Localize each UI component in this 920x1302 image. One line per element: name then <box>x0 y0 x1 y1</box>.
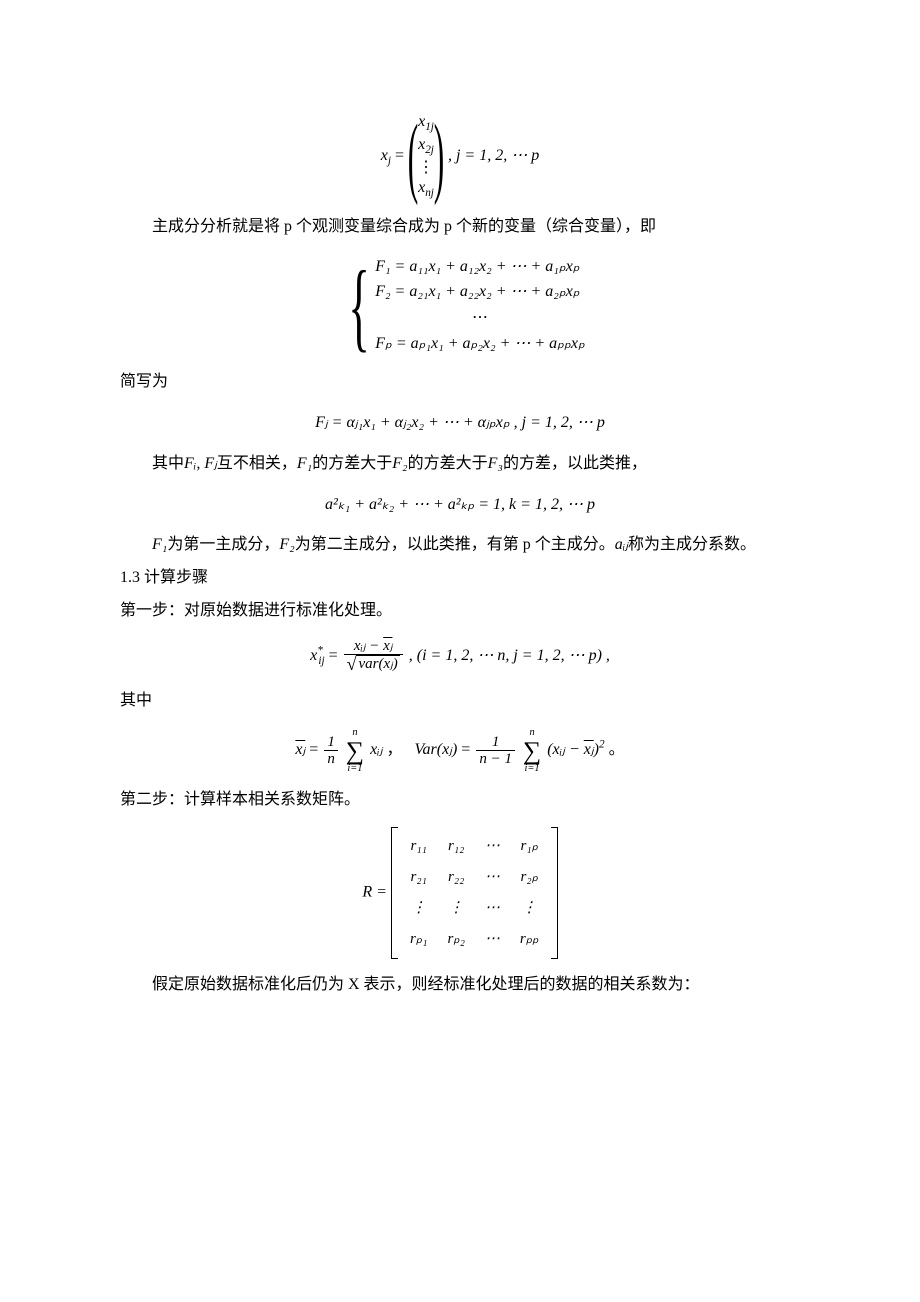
eq6-ml: xⱼ <box>295 741 305 758</box>
para-components: F₁为第一主成分，F₂为第二主成分，以此类推，有第 p 个主成分。aᵢⱼ称为主成… <box>120 531 800 560</box>
p4-e: aᵢⱼ <box>615 536 628 553</box>
eq-fj: Fⱼ = αⱼ₁x₁ + αⱼ₂x₂ + ⋯ + αⱼₚxₚ , j = 1, … <box>120 409 800 438</box>
eq6-vta: (xᵢⱼ − <box>547 741 584 758</box>
p3-fi: Fᵢ, Fⱼ <box>184 455 217 472</box>
eq-xj-vector: xj = ( x1j x2j ⋮ xnj ) , j = 1, 2, ⋯ p <box>120 112 800 201</box>
r23: ⋮ <box>510 893 549 924</box>
eq5-den: var(xⱼ) <box>356 655 399 673</box>
eq5-numa: xᵢⱼ − <box>354 638 383 654</box>
r02: ⋯ <box>475 831 510 862</box>
eq1-var: x <box>381 147 388 164</box>
eq6-vl: Var(xⱼ) <box>415 741 458 758</box>
para-intro: 主成分分析就是将 p 个观测变量综合成为 p 个新的变量（综合变量），即 <box>120 213 800 242</box>
eq2-r1: F₂ = a₂₁x₁ + a₂₂x₂ + ⋯ + a₂ₚxₚ <box>375 279 579 305</box>
eq6-msb: i=1 <box>347 764 362 774</box>
r21: ⋮ <box>437 893 474 924</box>
r22: ⋯ <box>475 893 510 924</box>
r12: ⋯ <box>475 862 510 893</box>
r00: r₁₁ <box>400 831 437 862</box>
r32: ⋯ <box>475 924 510 955</box>
r30: rₚ₁ <box>400 924 437 955</box>
eq2-r0: F₁ = a₁₁x₁ + a₁₂x₂ + ⋯ + a₁ₚxₚ <box>375 254 579 280</box>
r20: ⋮ <box>400 893 437 924</box>
eq-norm: a²ₖ₁ + a²ₖ₂ + ⋯ + a²ₖₚ = 1, k = 1, 2, ⋯ … <box>120 491 800 520</box>
section-1-3: 1.3 计算步骤 <box>120 564 800 593</box>
p3-pre: 其中 <box>152 455 184 472</box>
p3-b: 的方差大于 <box>312 455 392 472</box>
p3-d: 的方差，以此类推， <box>503 455 647 472</box>
eq7-lhs: R = <box>362 883 387 900</box>
eq2-r3: Fₚ = aₚ₁x₁ + aₚ₂x₂ + ⋯ + aₚₚxₚ <box>375 331 585 357</box>
p4-a: F₁ <box>152 536 167 553</box>
p3-f2: F₂ <box>392 455 407 472</box>
eq1-e2: ⋮ <box>418 158 434 179</box>
r03: r₁ₚ <box>510 831 549 862</box>
p4-b: 为第一主成分， <box>167 536 279 553</box>
eq6-vtb: xⱼ <box>584 741 594 758</box>
p4-c: F₂ <box>279 536 294 553</box>
eq1-s3: nj <box>425 187 434 199</box>
eq6-vd: n − 1 <box>476 750 515 768</box>
eq6-end: 。 <box>609 741 625 758</box>
eq1-s0: 1j <box>425 121 434 133</box>
eq6-ve: 2 <box>599 739 605 751</box>
corr-matrix-table: r₁₁r₁₂⋯r₁ₚ r₂₁r₂₂⋯r₂ₚ ⋮⋮⋯⋮ rₚ₁rₚ₂⋯rₚₚ <box>400 831 549 955</box>
eq1-s1: 2j <box>425 144 434 156</box>
eq2-r2: ⋯ <box>472 305 488 331</box>
para-uncorr: 其中Fᵢ, Fⱼ互不相关，F₁的方差大于F₂的方差大于F₃的方差，以此类推， <box>120 450 800 479</box>
step-1: 第一步：对原始数据进行标准化处理。 <box>120 597 800 626</box>
eq6-mt: xᵢⱼ <box>370 741 382 758</box>
eq1-sub: j <box>388 155 391 167</box>
eq1-tail: , j = 1, 2, ⋯ p <box>448 147 539 164</box>
para-assume: 假定原始数据标准化后仍为 X 表示，则经标准化处理后的数据的相关系数为： <box>120 971 800 1000</box>
para-where: 其中 <box>120 687 800 716</box>
eq5-numb: xⱼ <box>383 638 392 654</box>
p3-a: 互不相关， <box>217 455 297 472</box>
p3-c: 的方差大于 <box>408 455 488 472</box>
eq6-md: n <box>324 750 338 768</box>
p4-d: 为第二主成分，以此类推，有第 p 个主成分。 <box>295 536 615 553</box>
eq5-sub: ij <box>318 655 324 667</box>
r10: r₂₁ <box>400 862 437 893</box>
eq6-vsb: i=1 <box>525 764 540 774</box>
step-2: 第二步：计算样本相关系数矩阵。 <box>120 786 800 815</box>
r01: r₁₂ <box>437 831 474 862</box>
r33: rₚₚ <box>510 924 549 955</box>
eq-mean-var: xⱼ = 1n n∑i=1 xᵢⱼ ， Var(xⱼ) = 1n − 1 n∑i… <box>120 728 800 774</box>
eq6-mn: 1 <box>324 734 338 751</box>
p3-f3: F₃ <box>488 455 503 472</box>
eq5-tail: , (i = 1, 2, ⋯ n, j = 1, 2, ⋯ p) , <box>409 647 610 664</box>
eq6-vn: 1 <box>489 734 503 751</box>
p3-f1: F₁ <box>297 455 312 472</box>
r31: rₚ₂ <box>437 924 474 955</box>
r13: r₂ₚ <box>510 862 549 893</box>
r11: r₂₂ <box>437 862 474 893</box>
eq-corr-matrix: R = r₁₁r₁₂⋯r₁ₚ r₂₁r₂₂⋯r₂ₚ ⋮⋮⋯⋮ rₚ₁rₚ₂⋯rₚ… <box>120 827 800 959</box>
p4-f: 称为主成分系数。 <box>628 536 756 553</box>
eq-system: { F₁ = a₁₁x₁ + a₁₂x₂ + ⋯ + a₁ₚxₚ F₂ = a₂… <box>120 254 800 356</box>
para-short: 简写为 <box>120 368 800 397</box>
eq-standardize: x*ij = xᵢⱼ − xⱼ √var(xⱼ) , (i = 1, 2, ⋯ … <box>120 638 800 675</box>
